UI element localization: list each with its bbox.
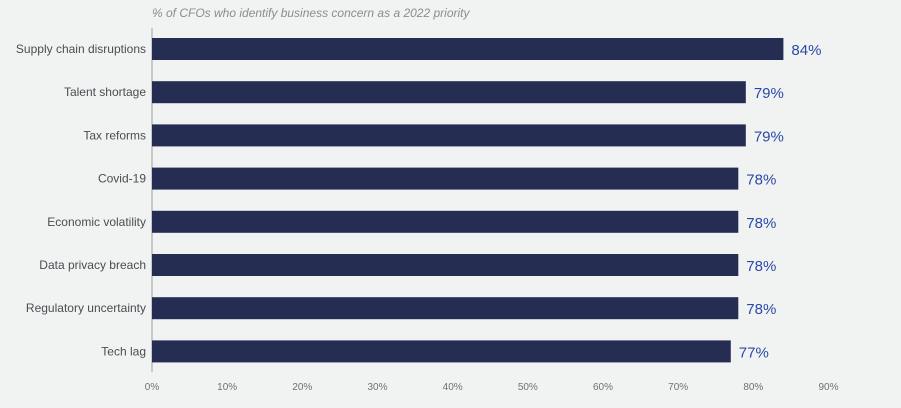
x-tick-label-8: 80%	[743, 382, 763, 393]
value-label-0: 84%	[791, 42, 821, 59]
x-tick-label-4: 40%	[443, 382, 463, 393]
category-label-5: Data privacy breach	[39, 258, 146, 272]
value-label-6: 78%	[746, 301, 776, 318]
category-label-1: Talent shortage	[64, 85, 146, 99]
x-tick-label-1: 10%	[217, 382, 237, 393]
value-label-4: 78%	[746, 215, 776, 232]
x-tick-label-3: 30%	[367, 382, 387, 393]
bar-3	[152, 167, 739, 190]
bar-7	[152, 340, 731, 363]
x-tick-label-6: 60%	[593, 382, 613, 393]
bar-0	[152, 38, 784, 60]
category-label-7: Tech lag	[101, 344, 146, 358]
value-label-3: 78%	[746, 172, 776, 189]
value-label-7: 77%	[739, 344, 769, 361]
x-tick-label-5: 50%	[518, 382, 538, 393]
bar-6	[152, 297, 739, 320]
bar-4	[152, 210, 739, 233]
bar-2	[152, 124, 746, 147]
category-label-4: Economic volatility	[47, 215, 146, 229]
chart-subtitle: % of CFOs who identify business concern …	[152, 6, 470, 20]
category-label-3: Covid-19	[98, 172, 146, 186]
value-label-1: 79%	[754, 85, 784, 102]
category-label-2: Tax reforms	[83, 128, 146, 142]
value-label-2: 79%	[754, 128, 784, 145]
category-label-6: Regulatory uncertainty	[26, 301, 146, 315]
x-tick-label-0: 0%	[145, 382, 160, 393]
value-label-5: 78%	[746, 258, 776, 275]
bar-1	[152, 81, 746, 104]
bar-5	[152, 254, 739, 276]
category-label-0: Supply chain disruptions	[16, 42, 146, 56]
x-tick-label-9: 90%	[818, 382, 838, 393]
x-tick-label-2: 20%	[292, 382, 312, 393]
x-tick-label-7: 70%	[668, 382, 688, 393]
